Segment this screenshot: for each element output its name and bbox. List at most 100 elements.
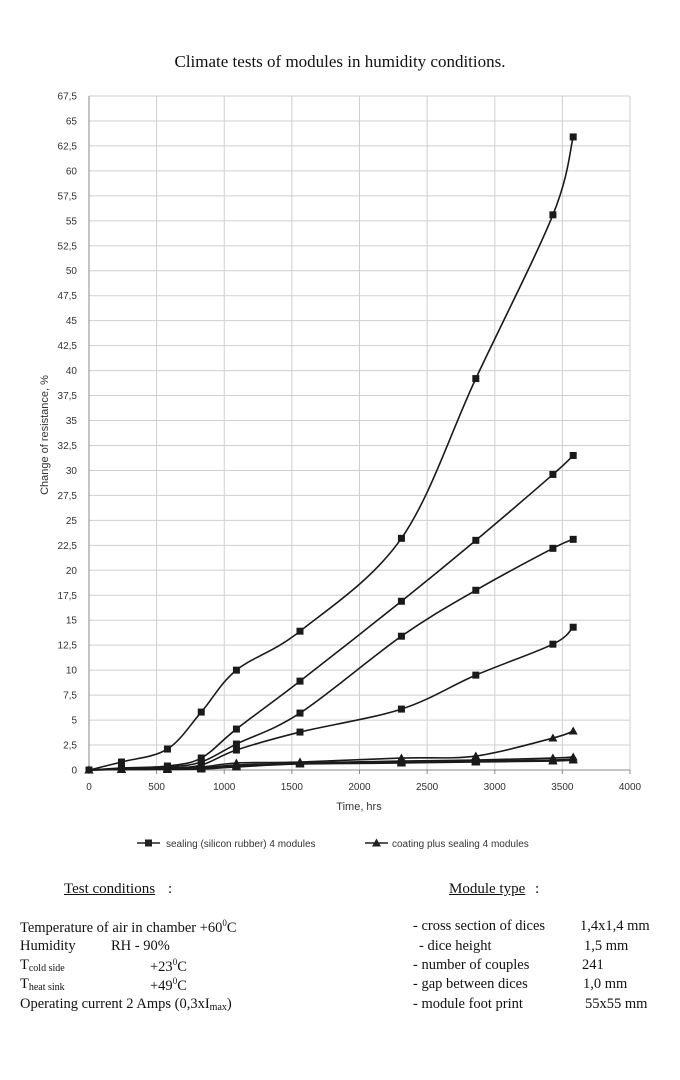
- triangle-marker: [568, 726, 578, 735]
- legend: sealing (silicon rubber) 4 modules coati…: [137, 838, 529, 850]
- module-row-value: 1,4x1,4 mm: [580, 918, 650, 934]
- y-tick-label: 50: [66, 266, 78, 277]
- y-tick-label: 17,5: [58, 591, 78, 602]
- y-tick-label: 47,5: [58, 291, 78, 302]
- triangle-marker: [568, 755, 578, 764]
- triangle-marker: [471, 757, 481, 766]
- module-row-value: 1,0 mm: [583, 976, 628, 992]
- triangle-marker: [231, 762, 241, 771]
- condition-t-heat-value: +490C: [150, 976, 187, 994]
- y-tick-label: 27,5: [58, 491, 78, 502]
- square-marker: [296, 728, 304, 736]
- square-marker: [472, 375, 480, 383]
- x-tick-label: 0: [86, 782, 92, 793]
- resistance-chart: 02,557,51012,51517,52022,52527,53032,535…: [39, 92, 642, 851]
- y-tick-label: 65: [66, 116, 78, 127]
- module-row-value: 241: [582, 957, 604, 973]
- y-tick-label: 52,5: [58, 241, 78, 252]
- condition-humidity-value: RH - 90%: [111, 938, 170, 954]
- series-line-4: [88, 626, 574, 771]
- y-tick-label: 32,5: [58, 441, 78, 452]
- square-marker: [569, 133, 577, 141]
- series-line-8: [88, 759, 574, 771]
- condition-temperature: Temperature of air in chamber +600C: [20, 918, 237, 936]
- module-type-colon: :: [535, 881, 540, 897]
- square-marker: [549, 544, 557, 552]
- condition-t-cold-label: Tcold side: [20, 957, 65, 974]
- module-row-label: - cross section of dices: [413, 918, 546, 934]
- module-row-label: - number of couples: [413, 957, 530, 973]
- y-axis-label: Change of resistance, %: [39, 375, 51, 495]
- module-type-heading: Module type: [449, 881, 526, 897]
- condition-humidity-label: Humidity: [20, 938, 76, 954]
- legend-marker-square: [145, 839, 152, 847]
- square-marker: [232, 746, 240, 754]
- y-tick-label: 20: [66, 566, 78, 577]
- square-marker: [569, 535, 577, 543]
- series-markers: [84, 133, 578, 774]
- x-tick-label: 2500: [416, 782, 439, 793]
- module-row-value: 55x55 mm: [585, 996, 648, 1012]
- square-marker: [472, 586, 480, 594]
- x-tick-label: 500: [148, 782, 165, 793]
- y-tick-label: 12,5: [58, 641, 78, 652]
- test-conditions-heading: Test conditions: [64, 881, 156, 897]
- x-tick-label: 3000: [484, 782, 507, 793]
- square-marker: [397, 632, 405, 640]
- x-tick-label: 1500: [281, 782, 304, 793]
- square-marker: [569, 451, 577, 459]
- square-marker: [472, 671, 480, 679]
- y-axis-ticks: 02,557,51012,51517,52022,52527,53032,535…: [58, 92, 78, 777]
- y-tick-label: 62,5: [58, 141, 78, 152]
- y-tick-label: 60: [66, 166, 78, 177]
- triangle-marker: [196, 764, 206, 773]
- y-tick-label: 7,5: [63, 691, 77, 702]
- module-row-value: 1,5 mm: [584, 938, 629, 954]
- series-line-2: [88, 454, 574, 771]
- chart-grid: [88, 95, 631, 774]
- square-marker: [232, 725, 240, 733]
- y-tick-label: 37,5: [58, 391, 78, 402]
- square-marker: [163, 745, 171, 753]
- y-tick-label: 5: [71, 716, 77, 727]
- x-axis-ticks: 0 500 1000 1500 2000 2500 3000 3500 4000: [86, 782, 641, 793]
- square-marker: [296, 709, 304, 717]
- triangle-marker: [548, 733, 558, 742]
- square-marker: [549, 470, 557, 478]
- y-tick-label: 40: [66, 366, 78, 377]
- module-row-label: - module foot print: [413, 996, 523, 1012]
- legend-marker-triangle: [372, 838, 381, 847]
- triangle-marker: [84, 765, 94, 774]
- series-line-5: [88, 730, 574, 771]
- x-axis-label: Time, hrs: [336, 801, 382, 813]
- series-line-3: [88, 538, 574, 771]
- y-tick-label: 35: [66, 416, 78, 427]
- y-tick-label: 25: [66, 516, 78, 527]
- y-tick-label: 22,5: [58, 541, 78, 552]
- square-marker: [549, 211, 557, 219]
- y-tick-label: 15: [66, 616, 78, 627]
- square-marker: [397, 705, 405, 713]
- square-marker: [232, 666, 240, 674]
- legend-label-coating: coating plus sealing 4 modules: [392, 839, 529, 850]
- square-marker: [197, 754, 205, 762]
- condition-t-cold-value: +230C: [150, 957, 187, 975]
- square-marker: [472, 536, 480, 544]
- square-marker: [569, 623, 577, 631]
- square-marker: [232, 740, 240, 748]
- x-tick-label: 3500: [551, 782, 574, 793]
- module-row-label: - gap between dices: [413, 976, 528, 992]
- triangle-marker: [116, 765, 126, 774]
- y-tick-label: 57,5: [58, 191, 78, 202]
- x-tick-label: 2000: [348, 782, 371, 793]
- square-marker: [397, 597, 405, 605]
- y-tick-label: 2,5: [63, 741, 77, 752]
- chart-title: Climate tests of modules in humidity con…: [174, 52, 506, 71]
- square-marker: [397, 534, 405, 542]
- x-tick-label: 1000: [213, 782, 236, 793]
- module-row-label: - dice height: [419, 938, 492, 954]
- series-lines: [88, 136, 574, 771]
- square-marker: [117, 758, 125, 766]
- triangle-marker: [548, 756, 558, 765]
- triangle-marker: [295, 759, 305, 768]
